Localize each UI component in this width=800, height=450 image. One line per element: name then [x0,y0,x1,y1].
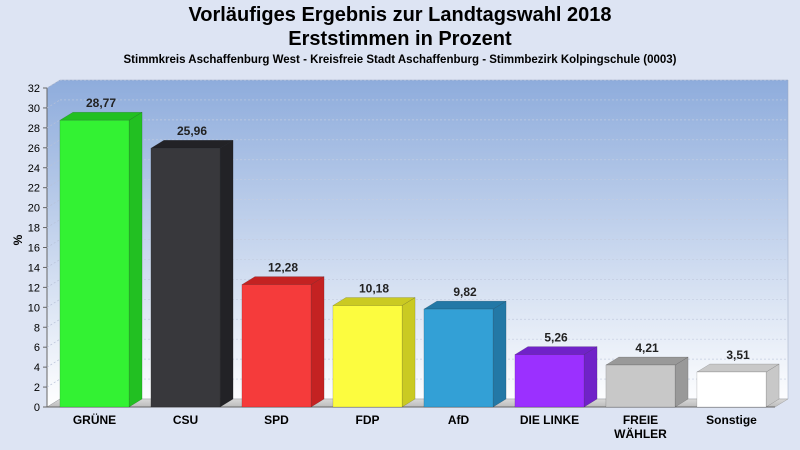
gridline-diag [46,79,61,89]
value-label: 3,51 [726,348,750,362]
bar [332,305,403,408]
category-label: AfD [448,413,470,427]
category-label-line: WÄHLER [614,426,667,441]
value-label: 12,28 [268,261,298,275]
category-label: Sonstige [706,413,757,427]
y-tick-label: 8 [34,322,40,334]
category-label-line: Sonstige [706,413,757,427]
bar-sonstige [696,363,780,408]
category-label-line: CSU [173,413,198,427]
bar-afd [423,300,507,408]
bar [59,119,130,408]
gridline-diag [46,239,61,248]
category-labels: GRÜNE CSU SPD FDP AfD DIE LINKE FREIE WÄHLER Son… [73,412,757,441]
bar [150,147,221,408]
value-label: 4,21 [635,341,659,355]
y-tick-label: 6 [34,342,40,354]
gridline-diag [46,199,61,208]
bar-side [674,356,689,408]
bar [423,308,494,408]
y-tick-label: 24 [28,163,40,175]
y-tick-label: 0 [34,402,40,414]
category-label-line: GRÜNE [73,412,116,427]
bar-side [492,300,507,408]
bar [241,284,312,408]
y-tick-label: 16 [28,243,40,255]
category-label-line: DIE LINKE [520,413,579,427]
bar [696,371,767,408]
bars [59,111,780,408]
gridline-diag [46,99,61,109]
bar-top [605,356,689,366]
bar-grüne [59,111,143,408]
category-label-line: FDP [356,413,380,427]
gridline-diag [46,179,61,188]
value-label: 5,26 [544,331,568,345]
gridline-diag [46,338,61,348]
gridline-diag [46,139,61,149]
chart-title-line2: Erststimmen in Prozent [288,28,512,50]
y-tick-label: 22 [28,183,40,195]
bar-csu [150,139,234,408]
bar-spd [241,276,325,408]
category-label: GRÜNE [73,412,116,427]
value-label: 9,82 [453,285,477,299]
gridline-diag [46,279,61,288]
category-label: SPD [264,413,289,427]
bar-top [696,363,780,373]
value-label: 28,77 [86,96,116,110]
value-label: 10,18 [359,282,389,296]
bar-side [219,139,234,408]
category-label: DIE LINKE [520,413,579,427]
bar-side [310,276,325,408]
value-labels: 28,77 25,96 12,28 10,18 9,82 5,26 4,21 3,51 [86,96,750,362]
bar-side [128,111,143,408]
bar-freie-wähler [605,356,689,408]
category-label: FREIE WÄHLER [614,413,667,441]
bar-top [150,139,234,149]
chart-subtitle: Stimmkreis Aschaffenburg West - Kreisfre… [123,54,677,66]
bar-top [423,300,507,310]
gridline-diag [46,358,61,368]
y-tick-label: 30 [28,103,40,115]
y-tick-label: 12 [28,282,40,294]
gridline-diag [46,219,61,228]
y-tick-label: 28 [28,123,40,135]
bar-top [241,276,325,285]
bar-top [514,346,598,355]
value-label: 25,96 [177,124,207,138]
category-label-line: AfD [448,413,470,427]
y-tick-label: 14 [28,262,40,274]
gridline-diag [46,259,61,268]
y-tick-label: 26 [28,143,40,155]
gridline-diag [46,299,61,308]
y-tick-label: 32 [28,83,40,95]
category-label-line: SPD [264,413,289,427]
bar-fdp [332,297,416,408]
y-tick-label: 18 [28,223,40,235]
gridline-diag [46,159,61,169]
y-tick-label: 2 [34,382,40,394]
bar [514,354,585,408]
chart-title-line1: Vorläufiges Ergebnis zur Landtagswahl 20… [188,4,612,26]
bar-top [59,111,143,121]
bar-top [332,297,416,306]
y-tick-label: 4 [34,362,40,374]
y-axis-label: % [11,234,25,245]
y-tick-label: 10 [28,302,40,314]
bar-side [401,297,416,408]
y-tick-label: 20 [28,203,40,215]
bar-side [583,346,598,408]
bar-die-linke [514,346,598,408]
bar [605,364,676,408]
gridline-diag [46,378,61,388]
gridline-diag [46,119,61,129]
category-label: FDP [356,413,380,427]
category-label-line: FREIE [623,413,658,427]
category-label: CSU [173,413,198,427]
gridline-diag [46,318,61,328]
